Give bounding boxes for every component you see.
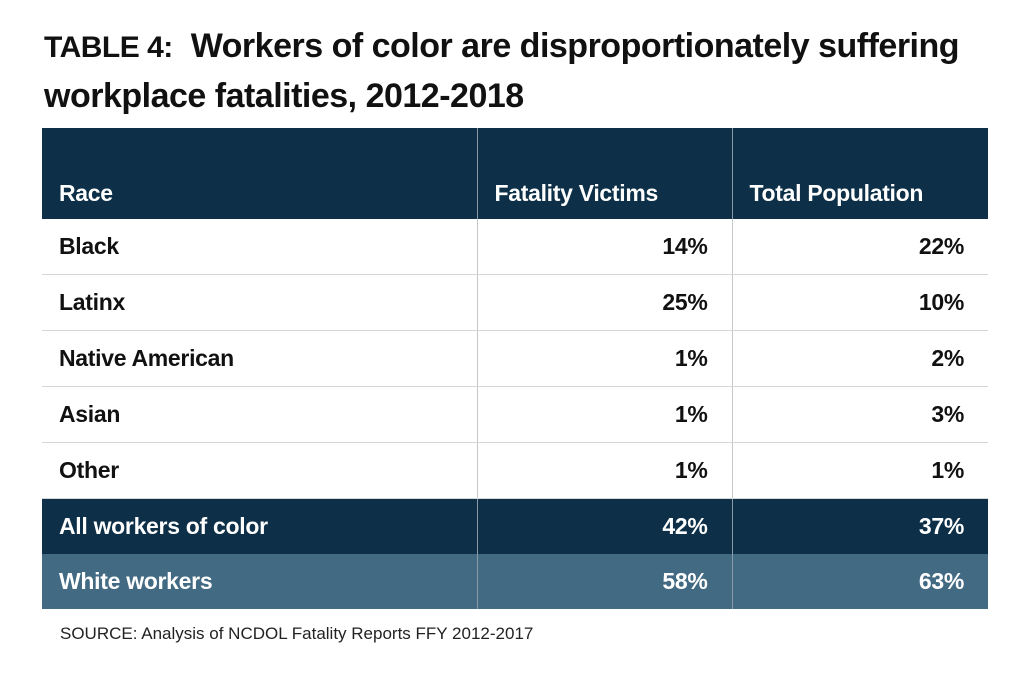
population-cell: 10% <box>731 274 988 331</box>
header-row: Race Fatality Victims Total Population <box>42 128 988 219</box>
column-header-race: Race <box>42 128 477 219</box>
population-cell: 1% <box>731 442 988 499</box>
population-cell: 22% <box>731 219 988 275</box>
column-header-fatality-victims: Fatality Victims <box>476 128 732 219</box>
race-cell: Asian <box>42 386 477 443</box>
table-row: Other 1% 1% <box>42 442 988 499</box>
fatality-cell: 1% <box>476 386 732 443</box>
race-cell: All workers of color <box>42 498 477 554</box>
total-row-white-workers: White workers 58% 63% <box>42 554 988 609</box>
race-cell: Other <box>42 442 477 499</box>
race-cell: White workers <box>42 554 477 609</box>
data-table: Race Fatality Victims Total Population B… <box>42 128 988 609</box>
population-cell: 2% <box>731 330 988 387</box>
page-title: TABLE 4: Workers of color are disproport… <box>44 22 994 120</box>
population-cell: 37% <box>731 498 988 554</box>
race-cell: Native American <box>42 330 477 387</box>
table-row: Native American 1% 2% <box>42 330 988 387</box>
table-row: Latinx 25% 10% <box>42 274 988 331</box>
fatality-cell: 1% <box>476 330 732 387</box>
title-text: Workers of color are disproportionately … <box>44 27 960 115</box>
fatality-cell: 1% <box>476 442 732 499</box>
population-cell: 63% <box>731 554 988 609</box>
fatality-cell: 42% <box>476 498 732 554</box>
table-row: Asian 1% 3% <box>42 386 988 443</box>
fatality-cell: 58% <box>476 554 732 609</box>
population-cell: 3% <box>731 386 988 443</box>
race-cell: Latinx <box>42 274 477 331</box>
fatality-cell: 14% <box>476 219 732 275</box>
total-row-workers-of-color: All workers of color 42% 37% <box>42 498 988 554</box>
column-header-total-population: Total Population <box>731 128 988 219</box>
source-note: SOURCE: Analysis of NCDOL Fatality Repor… <box>60 624 534 643</box>
race-cell: Black <box>42 219 477 275</box>
table-label: TABLE 4: <box>44 31 173 64</box>
fatality-cell: 25% <box>476 274 732 331</box>
table-row: Black 14% 22% <box>42 219 988 275</box>
